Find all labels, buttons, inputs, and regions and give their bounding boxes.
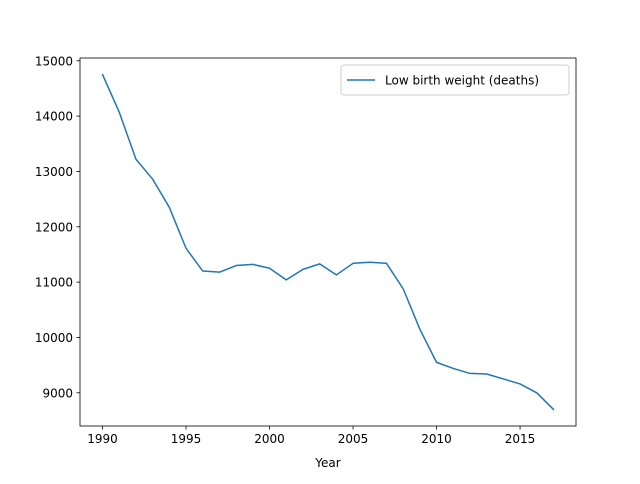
x-axis-label: Year [314,456,340,470]
plot-frame [79,57,577,427]
legend: Low birth weight (deaths) [340,64,570,96]
x-tick-label: 1995 [171,432,202,446]
y-tick-label: 13000 [35,165,73,179]
x-tick-label: 1990 [87,432,118,446]
y-tick-label: 14000 [35,110,73,124]
x-tick-label: 2005 [338,432,369,446]
y-tick-label: 11000 [35,276,73,290]
x-tick-label: 2010 [421,432,452,446]
series-line [101,73,555,411]
y-tick-label: 9000 [42,386,73,400]
legend-label: Low birth weight (deaths) [385,74,539,88]
y-tick-label: 15000 [35,54,73,68]
legend-box [340,64,570,96]
x-tick-label: 2000 [254,432,285,446]
axes-layer: 1990 1995 2000 2005 2010 2015 9000 10000 11000 12… [35,54,577,446]
series-layer [101,73,555,411]
x-tick-label: 2015 [505,432,536,446]
y-tick-label: 10000 [35,331,73,345]
y-tick-label: 12000 [35,220,73,234]
